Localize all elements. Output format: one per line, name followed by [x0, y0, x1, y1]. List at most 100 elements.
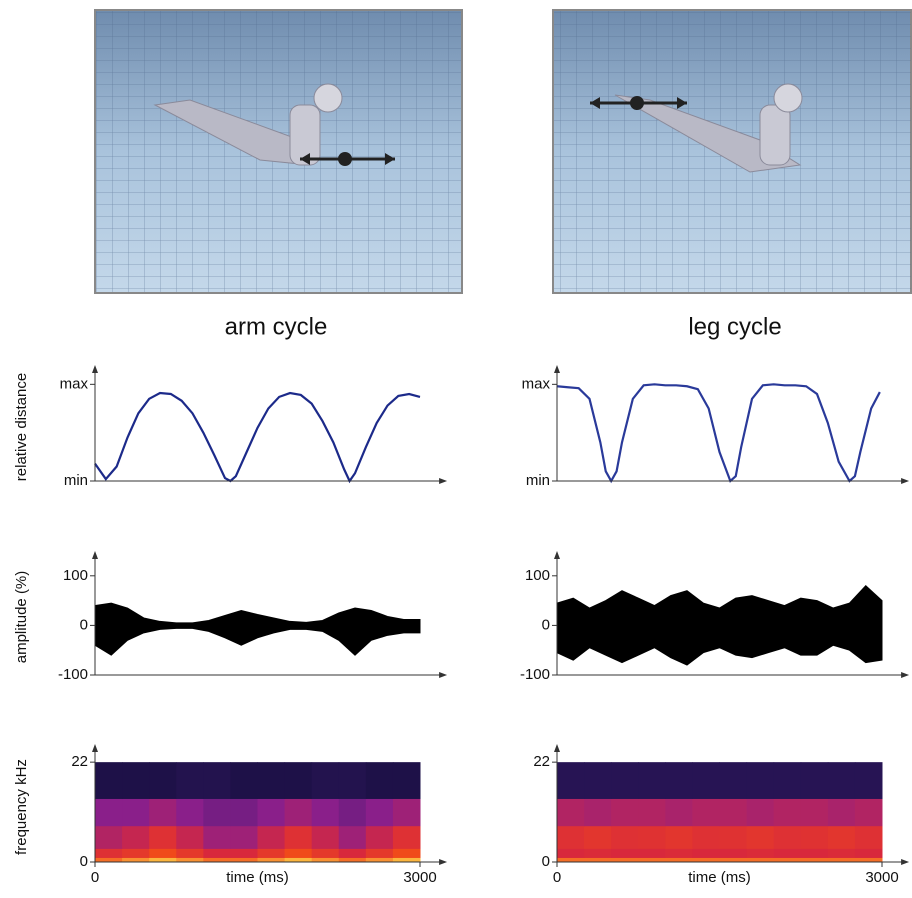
- column-title: leg cycle: [688, 313, 781, 340]
- spectrogram-cell: [149, 762, 177, 799]
- spectrogram-cell: [284, 825, 313, 849]
- spectrogram-cell: [854, 857, 883, 863]
- spectrogram-cell: [257, 825, 286, 849]
- spectrogram-cell: [203, 848, 231, 858]
- spectrogram-cell: [176, 857, 204, 863]
- spectrogram-cell: [557, 848, 585, 858]
- y-axis-label: relative distance: [13, 373, 30, 481]
- y-tick-label: 0: [80, 853, 88, 870]
- y-tick-label: 0: [80, 616, 88, 633]
- spectrogram-cell: [557, 825, 585, 849]
- spectrogram-cell: [557, 798, 585, 827]
- y-tick-label: min: [64, 472, 88, 489]
- spectrogram-cell: [557, 762, 585, 799]
- spectrogram-cell: [611, 762, 639, 799]
- x-axis-arrow: [439, 478, 448, 484]
- spectrogram-cell: [746, 798, 775, 827]
- y-tick-label: -100: [58, 666, 88, 683]
- spectrogram-cell: [257, 798, 286, 827]
- spectrogram-cell: [392, 848, 421, 858]
- spectrogram-cell: [311, 857, 340, 863]
- spectrogram-cell: [827, 825, 856, 849]
- spectrogram-cell: [365, 762, 394, 799]
- y-tick-label: 0: [542, 616, 550, 633]
- spectrogram-cell: [122, 762, 150, 799]
- spectrogram-cell: [95, 798, 123, 827]
- x-axis-label: time (ms): [688, 869, 751, 886]
- arm-image: [94, 9, 463, 294]
- spectrogram-cell: [611, 848, 639, 858]
- spectrogram-cell: [611, 798, 639, 827]
- y-axis-arrow: [92, 365, 98, 373]
- spectrogram-cell: [203, 857, 231, 863]
- spectrogram-cell: [149, 825, 177, 849]
- y-tick-label: max: [522, 375, 551, 392]
- spectrogram-cell: [638, 762, 666, 799]
- spectrogram-cell: [854, 762, 883, 799]
- spectrogram-cell: [284, 857, 313, 863]
- spectrogram-cell: [584, 825, 612, 849]
- spectrogram-cell: [665, 857, 693, 863]
- spectrogram-cell: [203, 762, 231, 799]
- spectrogram-cell: [257, 762, 286, 799]
- spectrogram-cell: [95, 848, 123, 858]
- spectrogram-cell: [719, 825, 748, 849]
- spectrogram-cell: [746, 857, 775, 863]
- spectrogram-cell: [365, 798, 394, 827]
- spectrogram-cell: [95, 825, 123, 849]
- y-tick-label: -100: [520, 666, 550, 683]
- leg-image: [552, 9, 912, 294]
- spectrogram-cell: [854, 825, 883, 849]
- spectrogram-cell: [149, 848, 177, 858]
- spectrogram-cell: [827, 798, 856, 827]
- y-axis-arrow: [554, 744, 560, 752]
- spectrogram-cell: [800, 848, 829, 858]
- spectrogram-cell: [392, 762, 421, 799]
- amplitude-envelope: [556, 585, 883, 626]
- x-axis-label: time (ms): [226, 869, 289, 886]
- spectrogram-cell: [827, 762, 856, 799]
- spectrogram-cell: [584, 798, 612, 827]
- spectrogram-cell: [257, 857, 286, 863]
- spectrogram-cell: [392, 857, 421, 863]
- y-axis-label: amplitude (%): [13, 571, 30, 664]
- spectrogram-cell: [149, 857, 177, 863]
- spectrogram-cell: [122, 798, 150, 827]
- distance-line: [94, 391, 421, 484]
- spectrogram-cell: [365, 857, 394, 863]
- spectrogram-cell: [692, 762, 720, 799]
- amplitude-envelope: [556, 624, 883, 666]
- spectrogram-cell: [122, 848, 150, 858]
- spectrogram-cell: [854, 848, 883, 858]
- spectrogram-cell: [284, 848, 313, 858]
- y-tick-label: 100: [525, 567, 550, 584]
- spectrogram-cell: [230, 825, 258, 849]
- spectrogram-cell: [176, 848, 204, 858]
- spectrogram-cell: [338, 857, 367, 863]
- y-tick-label: 0: [542, 853, 550, 870]
- spectrogram-cell: [365, 848, 394, 858]
- spectrogram-cell: [665, 798, 693, 827]
- spectrogram-cell: [230, 762, 258, 799]
- spectrogram-cell: [773, 798, 802, 827]
- spectrogram-cell: [122, 857, 150, 863]
- spectrogram-cell: [338, 798, 367, 827]
- y-tick-label: 22: [71, 753, 88, 770]
- y-tick-label: 100: [63, 567, 88, 584]
- spectrogram-cell: [557, 857, 585, 863]
- spectrogram-cell: [854, 798, 883, 827]
- spectrogram-cell: [584, 762, 612, 799]
- spectrogram-cell: [638, 798, 666, 827]
- spectrogram-cell: [800, 762, 829, 799]
- spectrogram-cell: [665, 762, 693, 799]
- y-tick-label: max: [60, 375, 89, 392]
- y-axis-arrow: [92, 744, 98, 752]
- spectrogram-cell: [692, 857, 720, 863]
- spectrogram-cell: [176, 762, 204, 799]
- y-axis-arrow: [554, 365, 560, 373]
- y-axis-label: frequency kHz: [13, 759, 30, 855]
- spectrogram-cell: [311, 848, 340, 858]
- amplitude-envelope: [94, 624, 421, 656]
- spectrogram-cell: [773, 762, 802, 799]
